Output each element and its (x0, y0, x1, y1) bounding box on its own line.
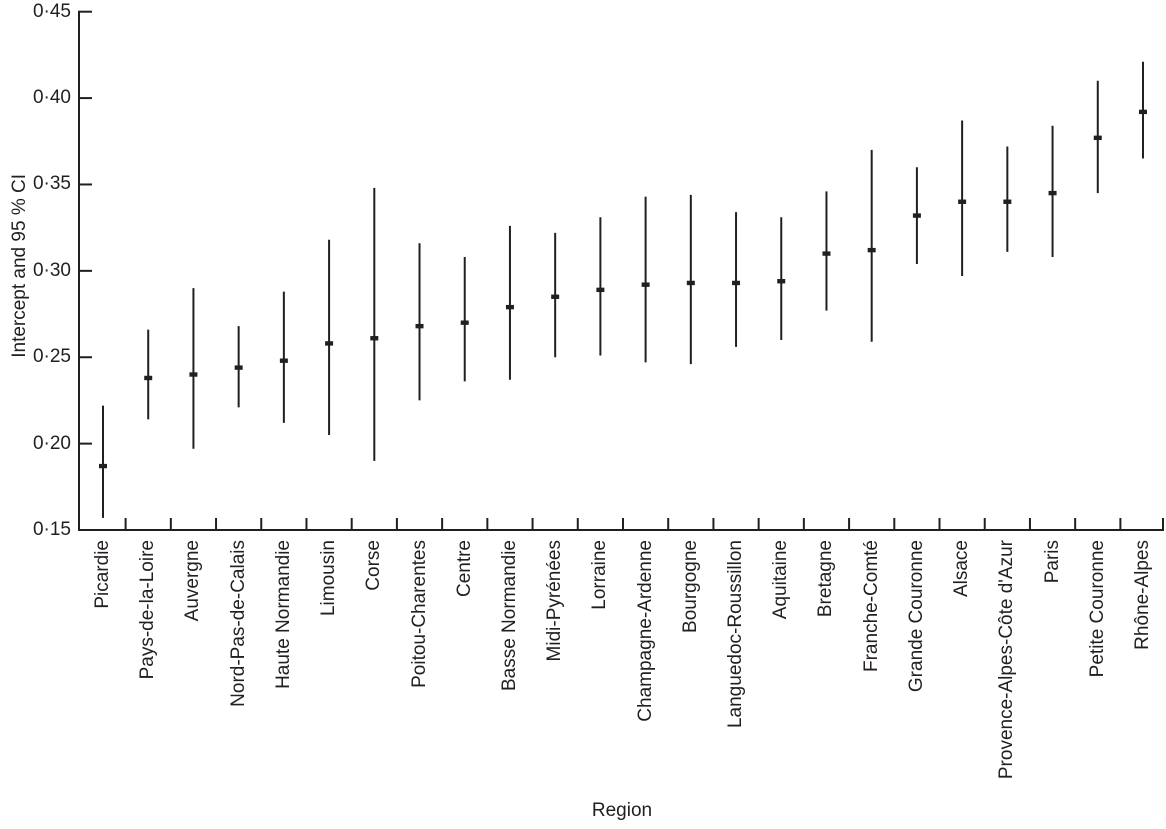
point-marker (641, 282, 650, 287)
x-category-label: Midi-Pyrénées (544, 540, 566, 662)
point-marker (958, 199, 967, 204)
x-axis-title: Region (591, 800, 653, 821)
point-marker (912, 213, 921, 218)
x-category-label: Centre (453, 540, 475, 598)
point-marker (370, 336, 379, 341)
point-marker (144, 375, 153, 381)
point-marker (279, 358, 288, 363)
x-category-label: Petite Couronne (1086, 540, 1108, 678)
x-category-label: Bretagne (815, 540, 837, 618)
point-marker (1003, 199, 1012, 204)
x-category-label: Corse (363, 540, 385, 591)
y-tick-label: 0·20 (32, 432, 71, 454)
point-marker (1138, 109, 1147, 115)
x-category-label: Provence-Alpes-Côte d'Azur (996, 540, 1018, 780)
point-marker (234, 365, 243, 370)
x-category-label: Franche-Comté (860, 540, 882, 672)
point-marker (99, 463, 107, 469)
point-marker (686, 280, 695, 286)
x-category-label: Limousin (318, 540, 340, 617)
x-category-label: Aquitaine (770, 540, 792, 620)
x-category-label: Basse Normandie (498, 540, 520, 692)
x-category-label: Pays-de-la-Loire (137, 540, 159, 680)
x-category-label: Alsace (951, 540, 973, 598)
point-marker (596, 287, 605, 293)
point-marker (732, 280, 741, 286)
y-tick-label: 0·30 (32, 259, 71, 281)
y-tick-label: 0·40 (32, 87, 71, 109)
x-category-label: Paris (1041, 540, 1063, 584)
x-category-label: Auvergne (182, 540, 204, 622)
point-marker (867, 247, 876, 253)
x-category-label: Picardie (92, 540, 113, 609)
y-tick-label: 0·45 (32, 0, 71, 22)
point-marker (325, 341, 334, 346)
y-tick-label: 0·25 (32, 346, 71, 368)
point-marker (460, 320, 469, 325)
x-category-label: Languedoc-Roussillon (725, 540, 747, 729)
x-category-label: Haute Normandie (272, 540, 294, 689)
point-marker (777, 279, 786, 284)
x-category-label: Champagne-Ardenne (634, 540, 656, 722)
point-marker (415, 323, 424, 329)
x-category-label: Rhône-Alpes (1131, 540, 1153, 650)
point-marker (1093, 135, 1102, 141)
x-category-label: Lorraine (589, 540, 611, 610)
x-category-label: Grande Couronne (905, 540, 927, 693)
y-tick-label: 0·15 (32, 519, 71, 540)
point-marker (189, 372, 198, 377)
point-marker (1048, 190, 1057, 196)
y-tick-label: 0·35 (32, 173, 71, 195)
point-marker (551, 294, 560, 299)
point-marker (822, 251, 831, 256)
x-category-label: Poitou-Charentes (408, 540, 430, 688)
x-category-label: Nord-Pas-de-Calais (227, 540, 249, 707)
x-category-label: Bourgogne (679, 540, 701, 633)
point-marker (505, 304, 514, 310)
